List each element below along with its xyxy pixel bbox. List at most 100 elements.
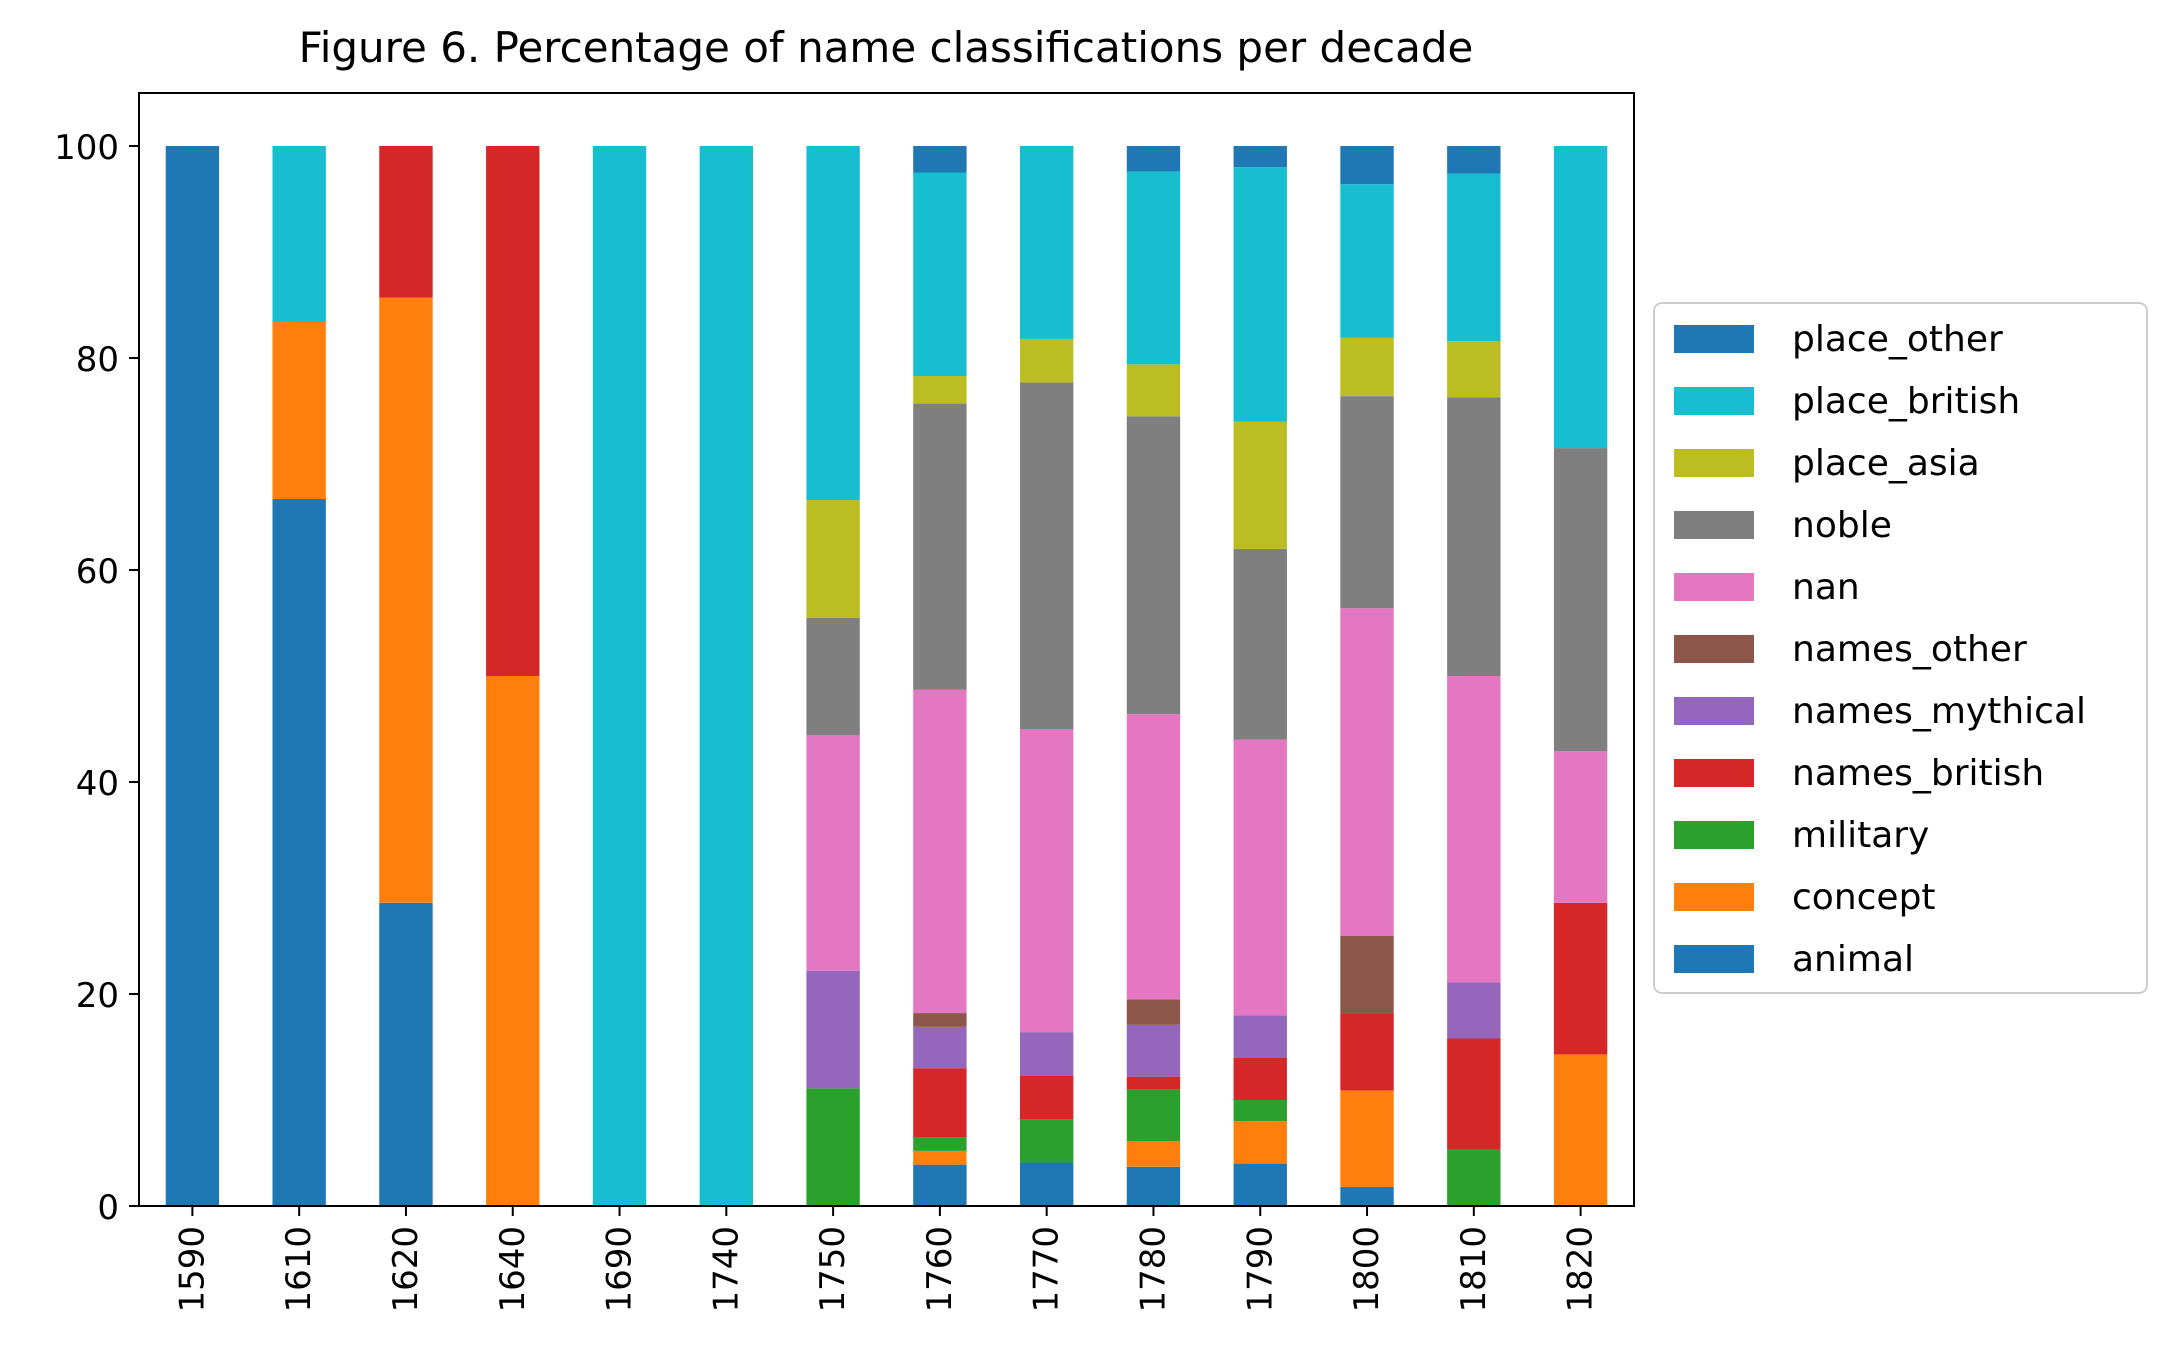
bar-1750-place_british [806, 146, 860, 501]
x-tick-label-1800: 1800 [1347, 1226, 1387, 1313]
legend-label-place_asia: place_asia [1792, 443, 1980, 484]
bar-1760-concept [913, 1150, 967, 1165]
bar-1770-names_mythical [1019, 1032, 1074, 1076]
bar-1810-place_other [1447, 146, 1501, 174]
y-tick-label-0: 0 [97, 1188, 119, 1228]
bar-1780-noble [1126, 416, 1181, 715]
bar-1780-animal [1126, 1166, 1181, 1206]
bar-1760-place_asia [913, 376, 967, 404]
x-tick-label-1610: 1610 [279, 1226, 319, 1313]
legend-label-place_other: place_other [1792, 319, 2003, 360]
legend-swatch-names_other [1674, 635, 1754, 663]
bar-1780-names_british [1126, 1076, 1181, 1090]
bar-1800-concept [1340, 1090, 1394, 1187]
legend-swatch-place_british [1674, 387, 1754, 415]
bar-1810-military [1447, 1149, 1501, 1206]
bar-1780-military [1126, 1089, 1181, 1142]
legend-label-names_mythical: names_mythical [1792, 691, 2086, 732]
bar-1800-place_british [1340, 184, 1394, 338]
bar-1820-names_british [1553, 902, 1608, 1055]
bar-1770-noble [1019, 382, 1074, 729]
legend-swatch-military [1674, 821, 1754, 849]
bar-1770-nan [1019, 729, 1074, 1033]
legend-label-military: military [1792, 815, 1929, 856]
bar-1810-place_asia [1447, 341, 1501, 398]
bar-1800-place_other [1340, 146, 1394, 185]
bar-1760-place_other [913, 146, 967, 173]
x-tick-label-1820: 1820 [1561, 1226, 1601, 1313]
legend-label-names_other: names_other [1792, 629, 2027, 670]
x-axis: 1590 1610 1620 1640 1690 1740 1750 1760 1770 1780… [172, 1206, 1601, 1313]
legend-box [1653, 302, 2148, 994]
bar-1610-concept [272, 321, 326, 499]
legend-swatch-concept [1674, 883, 1754, 911]
bar-1760-animal [913, 1164, 967, 1206]
plot-frame [138, 92, 1635, 1207]
bars-layer [165, 146, 1608, 1207]
x-tick-label-1640: 1640 [493, 1226, 533, 1313]
bar-1770-names_british [1019, 1075, 1074, 1120]
bar-1790-nan [1233, 739, 1287, 1016]
legend-swatch-nan [1674, 573, 1754, 601]
y-tick-label-60: 60 [76, 552, 119, 592]
bar-1790-animal [1233, 1163, 1287, 1206]
bar-1800-names_british [1340, 1013, 1394, 1091]
bar-1820-concept [1553, 1054, 1608, 1206]
bar-1760-place_british [913, 172, 967, 377]
legend-label-names_british: names_british [1792, 753, 2044, 794]
bar-1640-concept [486, 676, 540, 1206]
legend-label-animal: animal [1792, 939, 1914, 980]
bar-1760-names_mythical [913, 1026, 967, 1069]
bar-1800-place_asia [1340, 337, 1394, 397]
bar-1820-noble [1553, 448, 1608, 752]
bar-1770-military [1019, 1119, 1074, 1163]
bar-1800-animal [1340, 1186, 1394, 1206]
y-axis: 0 20 40 60 80 100 [54, 128, 139, 1228]
bar-1760-noble [913, 403, 967, 690]
bar-1800-names_other [1340, 935, 1394, 1014]
bar-1750-nan [806, 735, 860, 971]
legend-swatch-names_mythical [1674, 697, 1754, 725]
bar-1780-concept [1126, 1141, 1181, 1167]
bar-1810-place_british [1447, 173, 1501, 342]
bar-1770-animal [1019, 1162, 1074, 1206]
x-tick-label-1620: 1620 [386, 1226, 426, 1313]
bar-1610-animal [272, 498, 326, 1207]
bar-1780-place_british [1126, 171, 1181, 365]
bar-1790-concept [1233, 1121, 1287, 1164]
bar-1790-names_mythical [1233, 1015, 1287, 1058]
y-tick-label-40: 40 [76, 764, 119, 804]
legend-label-place_british: place_british [1792, 381, 2020, 422]
x-tick-label-1750: 1750 [813, 1226, 853, 1313]
bar-1750-names_mythical [806, 970, 860, 1089]
bar-1810-names_british [1447, 1038, 1501, 1150]
legend-swatch-names_british [1674, 759, 1754, 787]
bar-1760-nan [913, 689, 967, 1014]
bar-1810-noble [1447, 397, 1501, 676]
x-tick-label-1780: 1780 [1133, 1226, 1173, 1313]
bar-1790-names_british [1233, 1057, 1287, 1100]
x-tick-label-1760: 1760 [920, 1226, 960, 1313]
x-tick-label-1770: 1770 [1027, 1226, 1067, 1313]
bar-1780-nan [1126, 714, 1181, 1000]
bar-1780-place_asia [1126, 364, 1181, 417]
bar-1800-noble [1340, 396, 1394, 609]
bar-1790-place_british [1233, 167, 1287, 422]
bar-1750-noble [806, 617, 860, 736]
bar-1590-animal [165, 146, 220, 1206]
legend-swatch-place_asia [1674, 449, 1754, 477]
x-tick-label-1810: 1810 [1454, 1226, 1494, 1313]
bar-1760-military [913, 1137, 967, 1151]
bar-1790-military [1233, 1100, 1287, 1122]
y-tick-label-20: 20 [76, 976, 119, 1016]
bar-1790-place_other [1233, 146, 1287, 168]
legend-label-nan: nan [1792, 567, 1860, 608]
bar-1620-animal [379, 902, 433, 1206]
chart-title: Figure 6. Percentage of name classificat… [299, 23, 1474, 72]
bar-1810-nan [1447, 676, 1501, 983]
bar-1780-names_mythical [1126, 1024, 1181, 1077]
legend-swatch-animal [1674, 945, 1754, 973]
x-tick-label-1740: 1740 [706, 1226, 746, 1313]
